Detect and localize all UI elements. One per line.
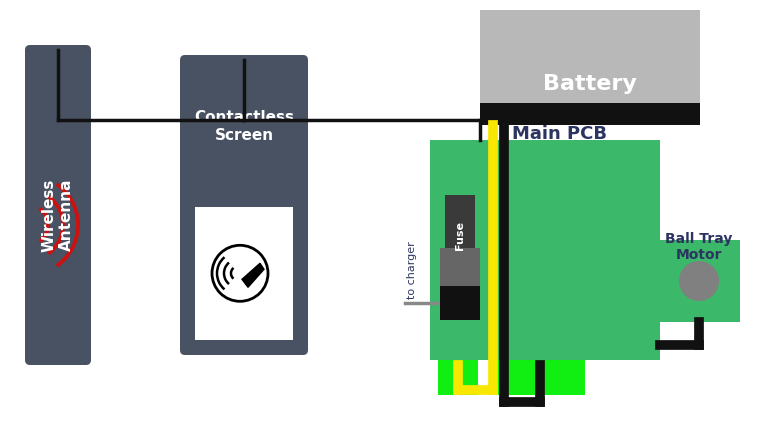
Text: Wireless
Antenna: Wireless Antenna bbox=[42, 178, 74, 252]
FancyBboxPatch shape bbox=[25, 45, 91, 365]
Polygon shape bbox=[242, 263, 264, 287]
Bar bbox=[440, 248, 480, 286]
Text: Fuse: Fuse bbox=[455, 221, 465, 249]
Bar bbox=[195, 206, 293, 340]
Text: Battery: Battery bbox=[543, 74, 637, 93]
Text: Main PCB: Main PCB bbox=[513, 125, 607, 143]
Bar bbox=[658, 240, 740, 322]
Bar bbox=[440, 285, 480, 320]
Bar bbox=[495, 360, 585, 395]
Bar bbox=[445, 195, 475, 275]
FancyBboxPatch shape bbox=[180, 55, 308, 355]
Bar bbox=[480, 103, 700, 125]
Circle shape bbox=[679, 261, 719, 301]
Text: Ball Tray
Motor: Ball Tray Motor bbox=[665, 232, 733, 262]
Bar bbox=[480, 10, 700, 103]
Text: Contactless
Screen: Contactless Screen bbox=[194, 110, 294, 142]
Text: to charger: to charger bbox=[407, 241, 417, 299]
Bar bbox=[430, 140, 660, 360]
Bar bbox=[438, 360, 478, 395]
